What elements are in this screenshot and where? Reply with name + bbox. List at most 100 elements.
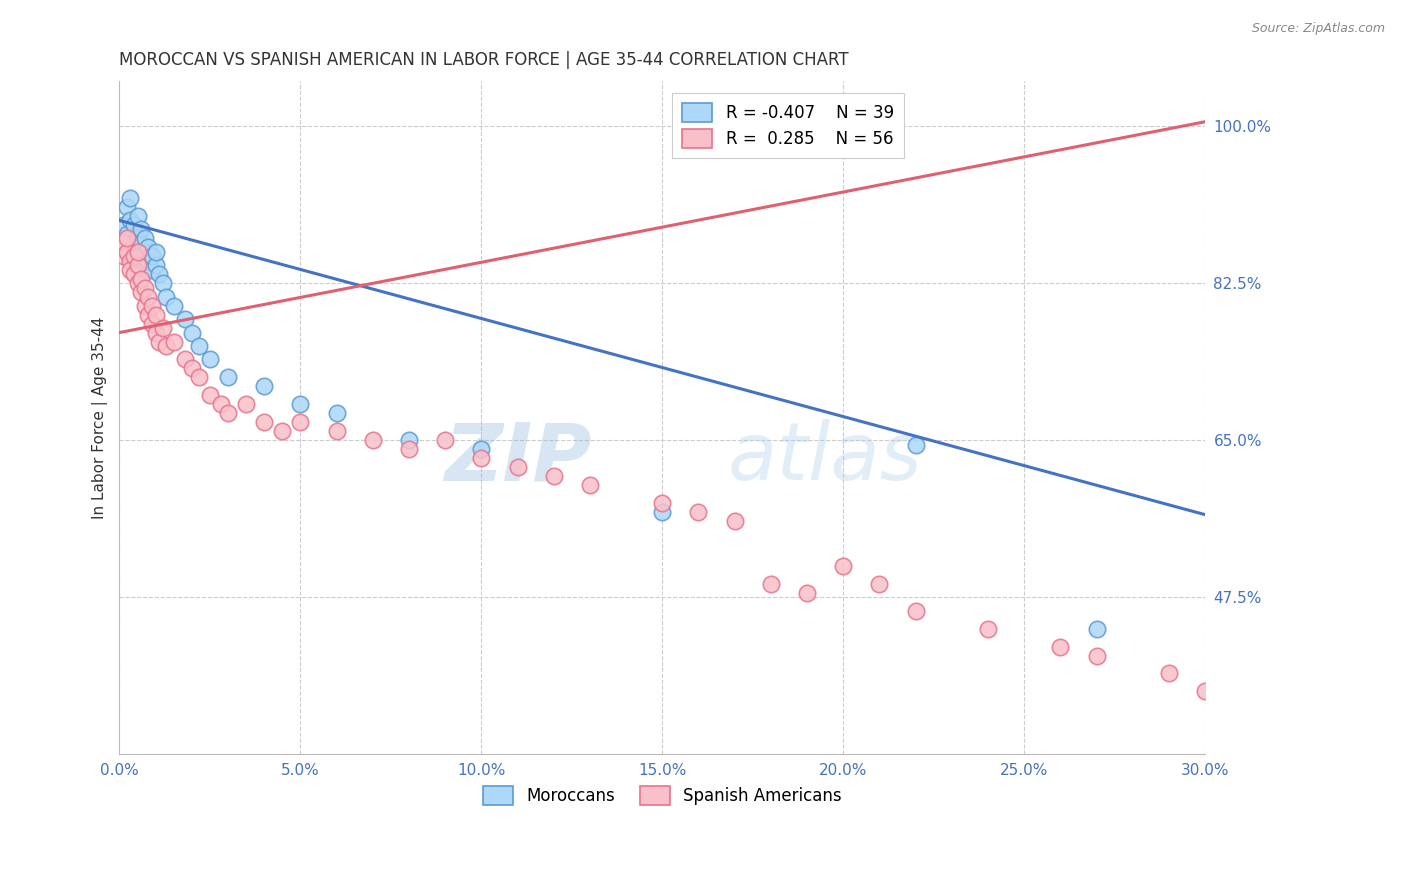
Point bbox=[145, 258, 167, 272]
Point bbox=[138, 240, 160, 254]
Point bbox=[120, 262, 142, 277]
Point bbox=[115, 231, 138, 245]
Point bbox=[198, 352, 221, 367]
Point bbox=[1085, 648, 1108, 663]
Point bbox=[122, 218, 145, 232]
Point bbox=[209, 397, 232, 411]
Point bbox=[217, 370, 239, 384]
Point bbox=[127, 231, 149, 245]
Point bbox=[145, 244, 167, 259]
Point bbox=[1085, 622, 1108, 636]
Point bbox=[115, 227, 138, 241]
Point bbox=[145, 326, 167, 340]
Point bbox=[434, 434, 457, 448]
Point bbox=[145, 308, 167, 322]
Point bbox=[904, 438, 927, 452]
Point bbox=[152, 321, 174, 335]
Point bbox=[180, 326, 202, 340]
Point bbox=[129, 235, 152, 250]
Point bbox=[271, 424, 294, 438]
Point bbox=[163, 299, 186, 313]
Point bbox=[141, 299, 163, 313]
Point bbox=[163, 334, 186, 349]
Point bbox=[115, 200, 138, 214]
Point bbox=[832, 558, 855, 573]
Point bbox=[724, 514, 747, 528]
Point bbox=[129, 271, 152, 285]
Point bbox=[759, 576, 782, 591]
Point bbox=[112, 218, 135, 232]
Point bbox=[120, 213, 142, 227]
Point bbox=[120, 235, 142, 250]
Point bbox=[506, 460, 529, 475]
Point bbox=[1157, 666, 1180, 681]
Point bbox=[325, 406, 347, 420]
Text: MOROCCAN VS SPANISH AMERICAN IN LABOR FORCE | AGE 35-44 CORRELATION CHART: MOROCCAN VS SPANISH AMERICAN IN LABOR FO… bbox=[120, 51, 849, 69]
Point bbox=[112, 235, 135, 250]
Point bbox=[904, 604, 927, 618]
Point bbox=[180, 361, 202, 376]
Point bbox=[235, 397, 257, 411]
Point bbox=[127, 209, 149, 223]
Point bbox=[173, 312, 195, 326]
Point bbox=[398, 442, 420, 457]
Point bbox=[127, 244, 149, 259]
Point bbox=[127, 276, 149, 290]
Point bbox=[120, 253, 142, 268]
Point bbox=[253, 379, 276, 393]
Point bbox=[155, 339, 177, 353]
Point bbox=[129, 249, 152, 263]
Point bbox=[148, 267, 170, 281]
Point bbox=[134, 231, 156, 245]
Point bbox=[796, 585, 818, 599]
Point bbox=[253, 415, 276, 429]
Point bbox=[543, 469, 565, 483]
Legend: Moroccans, Spanish Americans: Moroccans, Spanish Americans bbox=[474, 777, 851, 814]
Point bbox=[579, 478, 602, 492]
Point bbox=[470, 451, 492, 466]
Point bbox=[134, 281, 156, 295]
Point bbox=[361, 434, 384, 448]
Point bbox=[138, 253, 160, 268]
Point bbox=[198, 388, 221, 402]
Text: atlas: atlas bbox=[727, 419, 922, 497]
Point bbox=[217, 406, 239, 420]
Text: ZIP: ZIP bbox=[444, 419, 592, 497]
Y-axis label: In Labor Force | Age 35-44: In Labor Force | Age 35-44 bbox=[93, 317, 108, 519]
Point bbox=[290, 397, 312, 411]
Point bbox=[398, 434, 420, 448]
Point bbox=[141, 317, 163, 331]
Point bbox=[290, 415, 312, 429]
Point bbox=[120, 191, 142, 205]
Point bbox=[188, 370, 211, 384]
Point bbox=[152, 276, 174, 290]
Point bbox=[325, 424, 347, 438]
Point bbox=[188, 339, 211, 353]
Point bbox=[122, 267, 145, 281]
Point bbox=[122, 244, 145, 259]
Point bbox=[688, 505, 710, 519]
Point bbox=[155, 290, 177, 304]
Point bbox=[134, 299, 156, 313]
Point bbox=[122, 249, 145, 263]
Point bbox=[1049, 640, 1071, 654]
Point bbox=[651, 496, 673, 510]
Point bbox=[115, 244, 138, 259]
Point bbox=[129, 285, 152, 300]
Point bbox=[868, 576, 890, 591]
Point bbox=[141, 262, 163, 277]
Point bbox=[112, 249, 135, 263]
Point bbox=[129, 222, 152, 236]
Point bbox=[651, 505, 673, 519]
Point bbox=[141, 249, 163, 263]
Point bbox=[127, 258, 149, 272]
Point bbox=[1194, 684, 1216, 698]
Point bbox=[138, 308, 160, 322]
Point bbox=[173, 352, 195, 367]
Text: Source: ZipAtlas.com: Source: ZipAtlas.com bbox=[1251, 22, 1385, 36]
Point bbox=[977, 622, 1000, 636]
Point bbox=[148, 334, 170, 349]
Point bbox=[134, 244, 156, 259]
Point bbox=[470, 442, 492, 457]
Point bbox=[127, 253, 149, 268]
